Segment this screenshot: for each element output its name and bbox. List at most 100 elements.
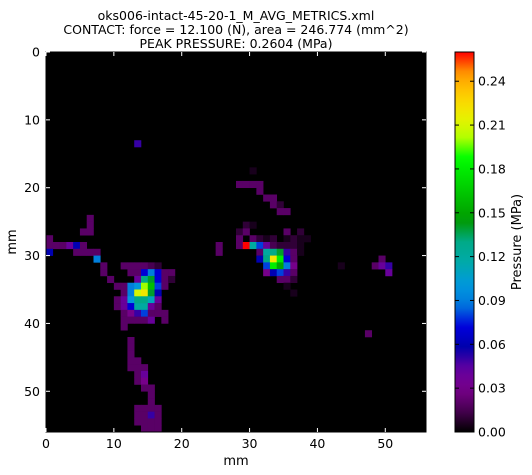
heatmap-cell: [86, 228, 94, 236]
heatmap-cell: [127, 296, 135, 304]
heatmap-cell: [168, 275, 176, 284]
heatmap-cell: [283, 208, 291, 216]
heatmap-cell: [154, 296, 162, 304]
heatmap-cell: [269, 194, 278, 202]
heatmap-cell: [147, 282, 155, 290]
heatmap-cell: [154, 282, 162, 290]
heatmap-cell: [141, 275, 149, 284]
heatmap-cell: [242, 180, 250, 189]
heatmap-cell: [161, 309, 169, 317]
heatmap-cell: [141, 316, 149, 324]
x-axis-ticks: 0 10 20 30 40 50: [42, 52, 393, 451]
x-tick-label: 30: [242, 436, 258, 451]
y-tick-label: 40: [24, 316, 40, 331]
heatmap-plot-area: 0 10 20 30 40 50 0 10 20 30 40 50: [24, 45, 427, 451]
heatmap-cell: [147, 404, 155, 412]
heatmap-cell: [154, 425, 162, 433]
heatmap-cell: [134, 262, 142, 270]
heatmap-cell: [154, 275, 162, 284]
heatmap-cell: [276, 242, 284, 250]
heatmap-cell: [120, 282, 128, 290]
y-axis-ticks: 0 10 20 30 40 50: [24, 45, 426, 399]
heatmap-cell: [134, 282, 142, 290]
heatmap-cell: [236, 242, 244, 250]
heatmap-cell: [141, 377, 149, 385]
heatmap-cell: [249, 221, 257, 229]
heatmap-cell: [290, 248, 298, 256]
heatmap-cell: [141, 262, 149, 270]
heatmap-cell: [256, 248, 264, 256]
heatmap-cell: [147, 384, 155, 392]
chart-title-line-2: CONTACT: force = 12.100 (N), area = 246.…: [63, 22, 408, 37]
heatmap-cell: [147, 275, 155, 284]
heatmap-cell: [127, 343, 135, 351]
heatmap-cell: [154, 289, 162, 297]
heatmap-cell: [46, 248, 54, 256]
heatmap-cell: [256, 255, 264, 263]
heatmap-cell: [147, 411, 155, 419]
heatmap-cell: [290, 289, 298, 297]
heatmap-cell: [127, 337, 135, 345]
heatmap-cell: [134, 275, 142, 284]
heatmap-cell: [276, 275, 284, 284]
heatmap-cell: [120, 262, 128, 270]
heatmap-cell: [161, 269, 169, 277]
heatmap-cell: [147, 303, 155, 311]
heatmap-cell: [127, 303, 135, 311]
heatmap-cell: [134, 309, 142, 317]
heatmap-cell: [134, 370, 142, 379]
heatmap-cell: [141, 418, 149, 426]
heatmap-cell: [256, 187, 264, 195]
heatmap-cell: [263, 255, 271, 263]
colorbar-tick-label: 0.18: [478, 161, 506, 176]
heatmap-cell: [147, 296, 155, 304]
colorbar-tick-label: 0.09: [478, 293, 506, 308]
heatmap-cell: [242, 221, 250, 229]
heatmap-cell: [249, 180, 257, 189]
heatmap-cell: [147, 309, 155, 317]
heatmap-cell: [154, 418, 162, 426]
heatmap-cell: [113, 303, 121, 311]
y-tick-label: 20: [24, 180, 40, 195]
heatmap-cell: [134, 357, 142, 365]
heatmap-cell: [134, 411, 142, 419]
x-axis-label: mm: [223, 454, 248, 469]
heatmap-cell: [79, 228, 88, 236]
heatmap-cell: [249, 235, 257, 243]
colorbar-tick-label: 0.03: [478, 381, 506, 396]
x-tick-label: 10: [106, 436, 122, 451]
heatmap-cell: [52, 242, 60, 250]
heatmap-cell: [147, 316, 155, 324]
heatmap-cell: [46, 235, 54, 243]
heatmap-cell: [141, 309, 149, 317]
heatmap-cell: [276, 255, 284, 263]
heatmap-cell: [263, 269, 271, 277]
heatmap-cell: [134, 364, 142, 372]
y-tick-label: 0: [32, 45, 40, 60]
colorbar-tick-label: 0.21: [478, 118, 506, 133]
heatmap-cell: [154, 303, 162, 311]
heatmap-cell: [59, 242, 67, 250]
colorbar: 0.00 0.03 0.06 0.09 0.12 0.15 0.18 0.21 0.24 Pre…: [454, 51, 525, 440]
y-tick-label: 30: [24, 248, 40, 263]
colorbar-tick-label: 0.24: [478, 74, 506, 89]
heatmap-cell: [120, 316, 128, 324]
heatmap-cell: [141, 404, 149, 412]
heatmap-cell: [249, 167, 257, 175]
heatmap-cell: [263, 242, 271, 250]
heatmap-cell: [127, 350, 135, 358]
heatmap-cell: [127, 269, 135, 277]
x-tick-label: 0: [42, 436, 50, 451]
heatmap-cell: [134, 140, 142, 148]
heatmap-cell: [283, 262, 291, 270]
heatmap-cell: [161, 275, 169, 284]
heatmap-cell: [297, 242, 305, 250]
heatmap-cell: [120, 289, 128, 297]
colorbar-tick-label: 0.06: [478, 337, 506, 352]
heatmap-cell: [297, 228, 305, 236]
heatmap-cell: [141, 411, 149, 419]
heatmap-cell: [371, 262, 379, 270]
heatmap-cell: [141, 364, 149, 372]
heatmap-cell: [120, 309, 128, 317]
